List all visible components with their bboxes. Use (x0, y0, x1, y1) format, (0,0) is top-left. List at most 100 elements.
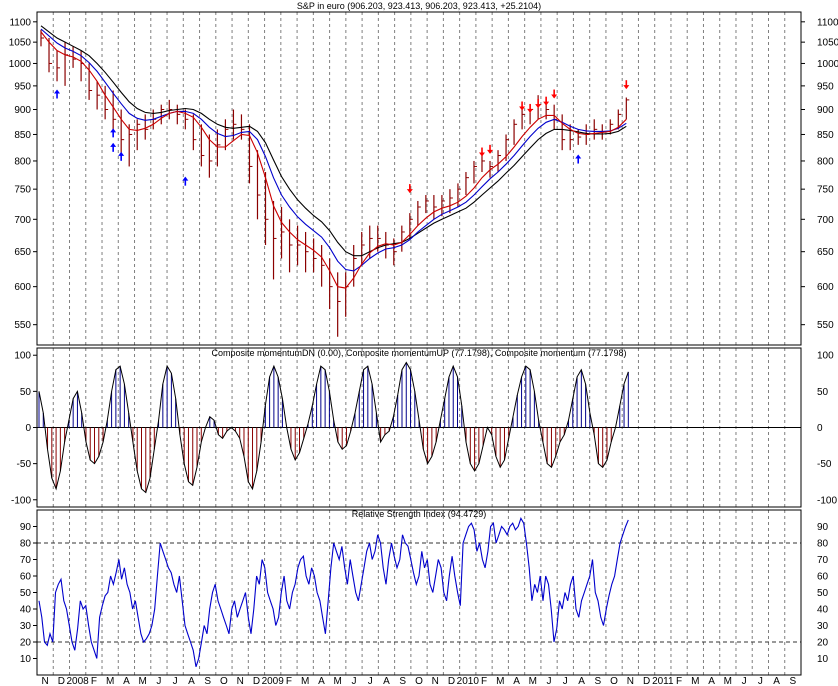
price-bars (40, 29, 630, 337)
x-axis-tick-label: O (610, 676, 618, 686)
x-axis-tick-label: F (481, 676, 487, 686)
x-axis-tick-label: A (578, 676, 585, 686)
x-axis-tick-label: J (173, 676, 178, 686)
x-axis-tick-label: N (627, 676, 634, 686)
x-axis-tick-label: F (286, 676, 292, 686)
arrow-head (182, 176, 189, 181)
sell-signal-arrow (527, 103, 534, 113)
rsi-tick-label-right: 40 (817, 605, 829, 616)
x-axis-tick-label: D (253, 676, 260, 686)
x-axis-tick-label: S (399, 676, 406, 686)
momentum-tick-label-left: 100 (14, 351, 31, 362)
rsi-tick-label-right: 90 (817, 522, 829, 533)
x-axis-tick-label: M (529, 676, 537, 686)
rsi-tick-label-left: 10 (20, 654, 32, 665)
price-tick-label-left: 800 (14, 156, 31, 167)
buy-signal-arrow (575, 154, 582, 164)
momentum-tick-label-left: -100 (11, 495, 31, 506)
price-tick-label-right: 650 (817, 247, 834, 258)
x-axis-tick-label: F (676, 676, 682, 686)
momentum-tick-label-right: 50 (817, 387, 829, 398)
price-tick-label-right: 600 (817, 282, 834, 293)
momentum-tick-label-left: -50 (17, 459, 32, 470)
sell-signal-arrow (551, 89, 558, 99)
x-axis-tick-label: A (318, 676, 325, 686)
price-tick-label-left: 1000 (9, 59, 32, 70)
rsi-tick-label-left: 50 (20, 588, 32, 599)
arrow-head (623, 85, 630, 90)
x-axis-tick-label: M (334, 676, 342, 686)
arrow-head (110, 128, 117, 133)
arrow-head (406, 189, 413, 194)
rsi-series (37, 516, 801, 667)
x-axis-tick-label: A (188, 676, 195, 686)
x-axis-tick-label: J (742, 676, 747, 686)
arrow-head (110, 142, 117, 147)
arrow-head (118, 151, 125, 156)
arrow-head (535, 104, 542, 109)
price-tick-label-left: 550 (14, 320, 31, 331)
x-axis-tick-label: J (758, 676, 763, 686)
price-tick-label-right: 1050 (817, 38, 838, 49)
arrow-head (527, 108, 534, 113)
momentum-tick-label-left: 50 (20, 387, 32, 398)
slow-moving-average-line (40, 25, 627, 257)
x-axis-tick-label: 2008 (67, 676, 90, 686)
x-axis-tick-label: M (138, 676, 146, 686)
panel-frame (36, 509, 802, 676)
price-tick-label-left: 700 (14, 215, 31, 226)
vertical-gridlines (52, 12, 786, 675)
price-tick-label-right: 1000 (817, 59, 838, 70)
momentum-histogram (37, 361, 801, 494)
arrow-head (543, 101, 550, 106)
mid-moving-average-line (40, 28, 627, 272)
x-axis-tick-label: M (496, 676, 504, 686)
rsi-tick-label-left: 30 (20, 621, 32, 632)
time-axis: N D 2008 F M A M J J A S O N D 2009 F M A M J J A S O N D 2010 F M A M… (42, 676, 797, 686)
momentum-tick-label-right: 0 (817, 423, 823, 434)
x-axis-tick-label: S (790, 676, 797, 686)
price-tick-label-left: 750 (14, 185, 31, 196)
momentum-y-axis: -100 -100 -50 -50 0 0 50 50 100 100 (11, 351, 837, 507)
price-tick-label-right: 1100 (817, 17, 838, 28)
momentum-tick-label-right: -50 (817, 459, 832, 470)
rsi-tick-label-left: 80 (20, 539, 32, 550)
rsi-tick-label-right: 10 (817, 654, 829, 665)
momentum-tick-label-left: 0 (25, 423, 31, 434)
rsi-panel: Relative Strength Index (94.4729) 10 10 20… (20, 509, 829, 667)
panel-frame (36, 347, 802, 508)
price-tick-label-left: 850 (14, 130, 31, 141)
x-axis-tick-label: 2011 (652, 676, 674, 686)
momentum-tick-label-right: 100 (817, 351, 834, 362)
rsi-tick-label-right: 20 (817, 638, 829, 649)
x-axis-tick-label: A (513, 676, 520, 686)
momentum-panel-title: Composite momentumDN (0.00), Composite m… (211, 348, 626, 358)
rsi-tick-label-left: 90 (20, 522, 32, 533)
x-axis-tick-label: S (204, 676, 211, 686)
x-axis-tick-label: M (691, 676, 699, 686)
sell-signal-arrow (535, 99, 542, 109)
rsi-y-axis: 10 10 20 20 30 30 40 40 50 50 60 60 70 70 80 80 90 90 (20, 522, 829, 665)
sell-signal-arrow (623, 80, 630, 90)
rsi-panel-title: Relative Strength Index (94.4729) (352, 509, 487, 519)
x-axis-tick-label: J (351, 676, 356, 686)
price-tick-label-left: 1100 (9, 17, 31, 28)
price-tick-label-left: 1050 (9, 38, 32, 49)
x-axis-tick-label: A (123, 676, 130, 686)
price-tick-label-left: 950 (14, 81, 31, 92)
rsi-tick-label-right: 70 (817, 555, 829, 566)
arrow-head (519, 106, 526, 111)
rsi-tick-label-left: 20 (20, 638, 32, 649)
momentum-tick-label-right: -100 (817, 495, 837, 506)
price-tick-label-left: 600 (14, 282, 31, 293)
sell-signal-arrow (519, 101, 526, 111)
x-axis-tick-label: F (91, 676, 97, 686)
x-axis-tick-label: D (643, 676, 650, 686)
x-axis-tick-label: A (383, 676, 390, 686)
price-tick-label-left: 900 (14, 105, 31, 116)
arrow-head (551, 94, 558, 99)
x-axis-tick-label: S (594, 676, 601, 686)
sell-signal-arrow (543, 96, 550, 106)
